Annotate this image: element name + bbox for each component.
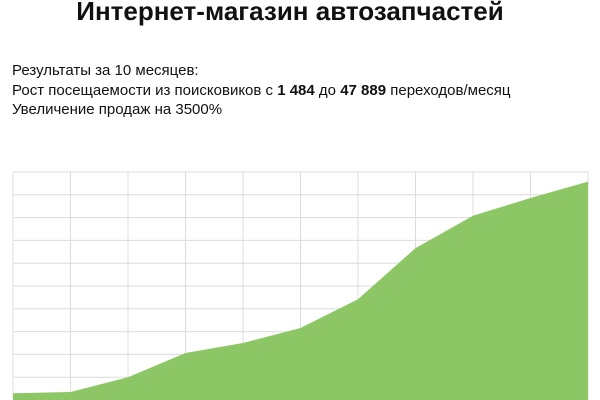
- annotation-part: Рост посещаемости из поисковиков с: [12, 82, 277, 99]
- annotation: Увеличение продаж на 3500%: [12, 101, 222, 118]
- chart-title: Интернет-магазин автозапчастей: [76, 0, 503, 26]
- annotation-part: до: [315, 82, 340, 99]
- annotation-part: переходов/месяц: [386, 82, 511, 99]
- annotation-number: 47 889: [340, 82, 386, 99]
- annotation-number: 1 484: [277, 82, 315, 99]
- area: [13, 181, 588, 400]
- subtitle: Результаты за 10 месяцев:: [12, 62, 199, 79]
- annotation: Рост посещаемости из поисковиков с 1 484…: [12, 82, 511, 99]
